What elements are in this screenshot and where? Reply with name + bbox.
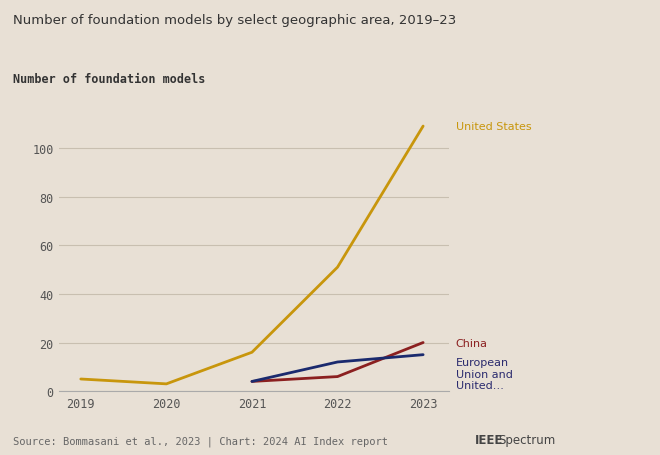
Text: European
Union and
United…: European Union and United… — [456, 357, 513, 390]
Text: Number of foundation models by select geographic area, 2019–23: Number of foundation models by select ge… — [13, 14, 457, 27]
Text: Spectrum: Spectrum — [498, 433, 556, 446]
Text: United States: United States — [456, 122, 531, 132]
Text: Source: Bommasani et al., 2023 | Chart: 2024 AI Index report: Source: Bommasani et al., 2023 | Chart: … — [13, 435, 388, 446]
Text: IEEE: IEEE — [475, 433, 504, 446]
Text: China: China — [456, 338, 488, 348]
Text: Number of foundation models: Number of foundation models — [13, 73, 205, 86]
